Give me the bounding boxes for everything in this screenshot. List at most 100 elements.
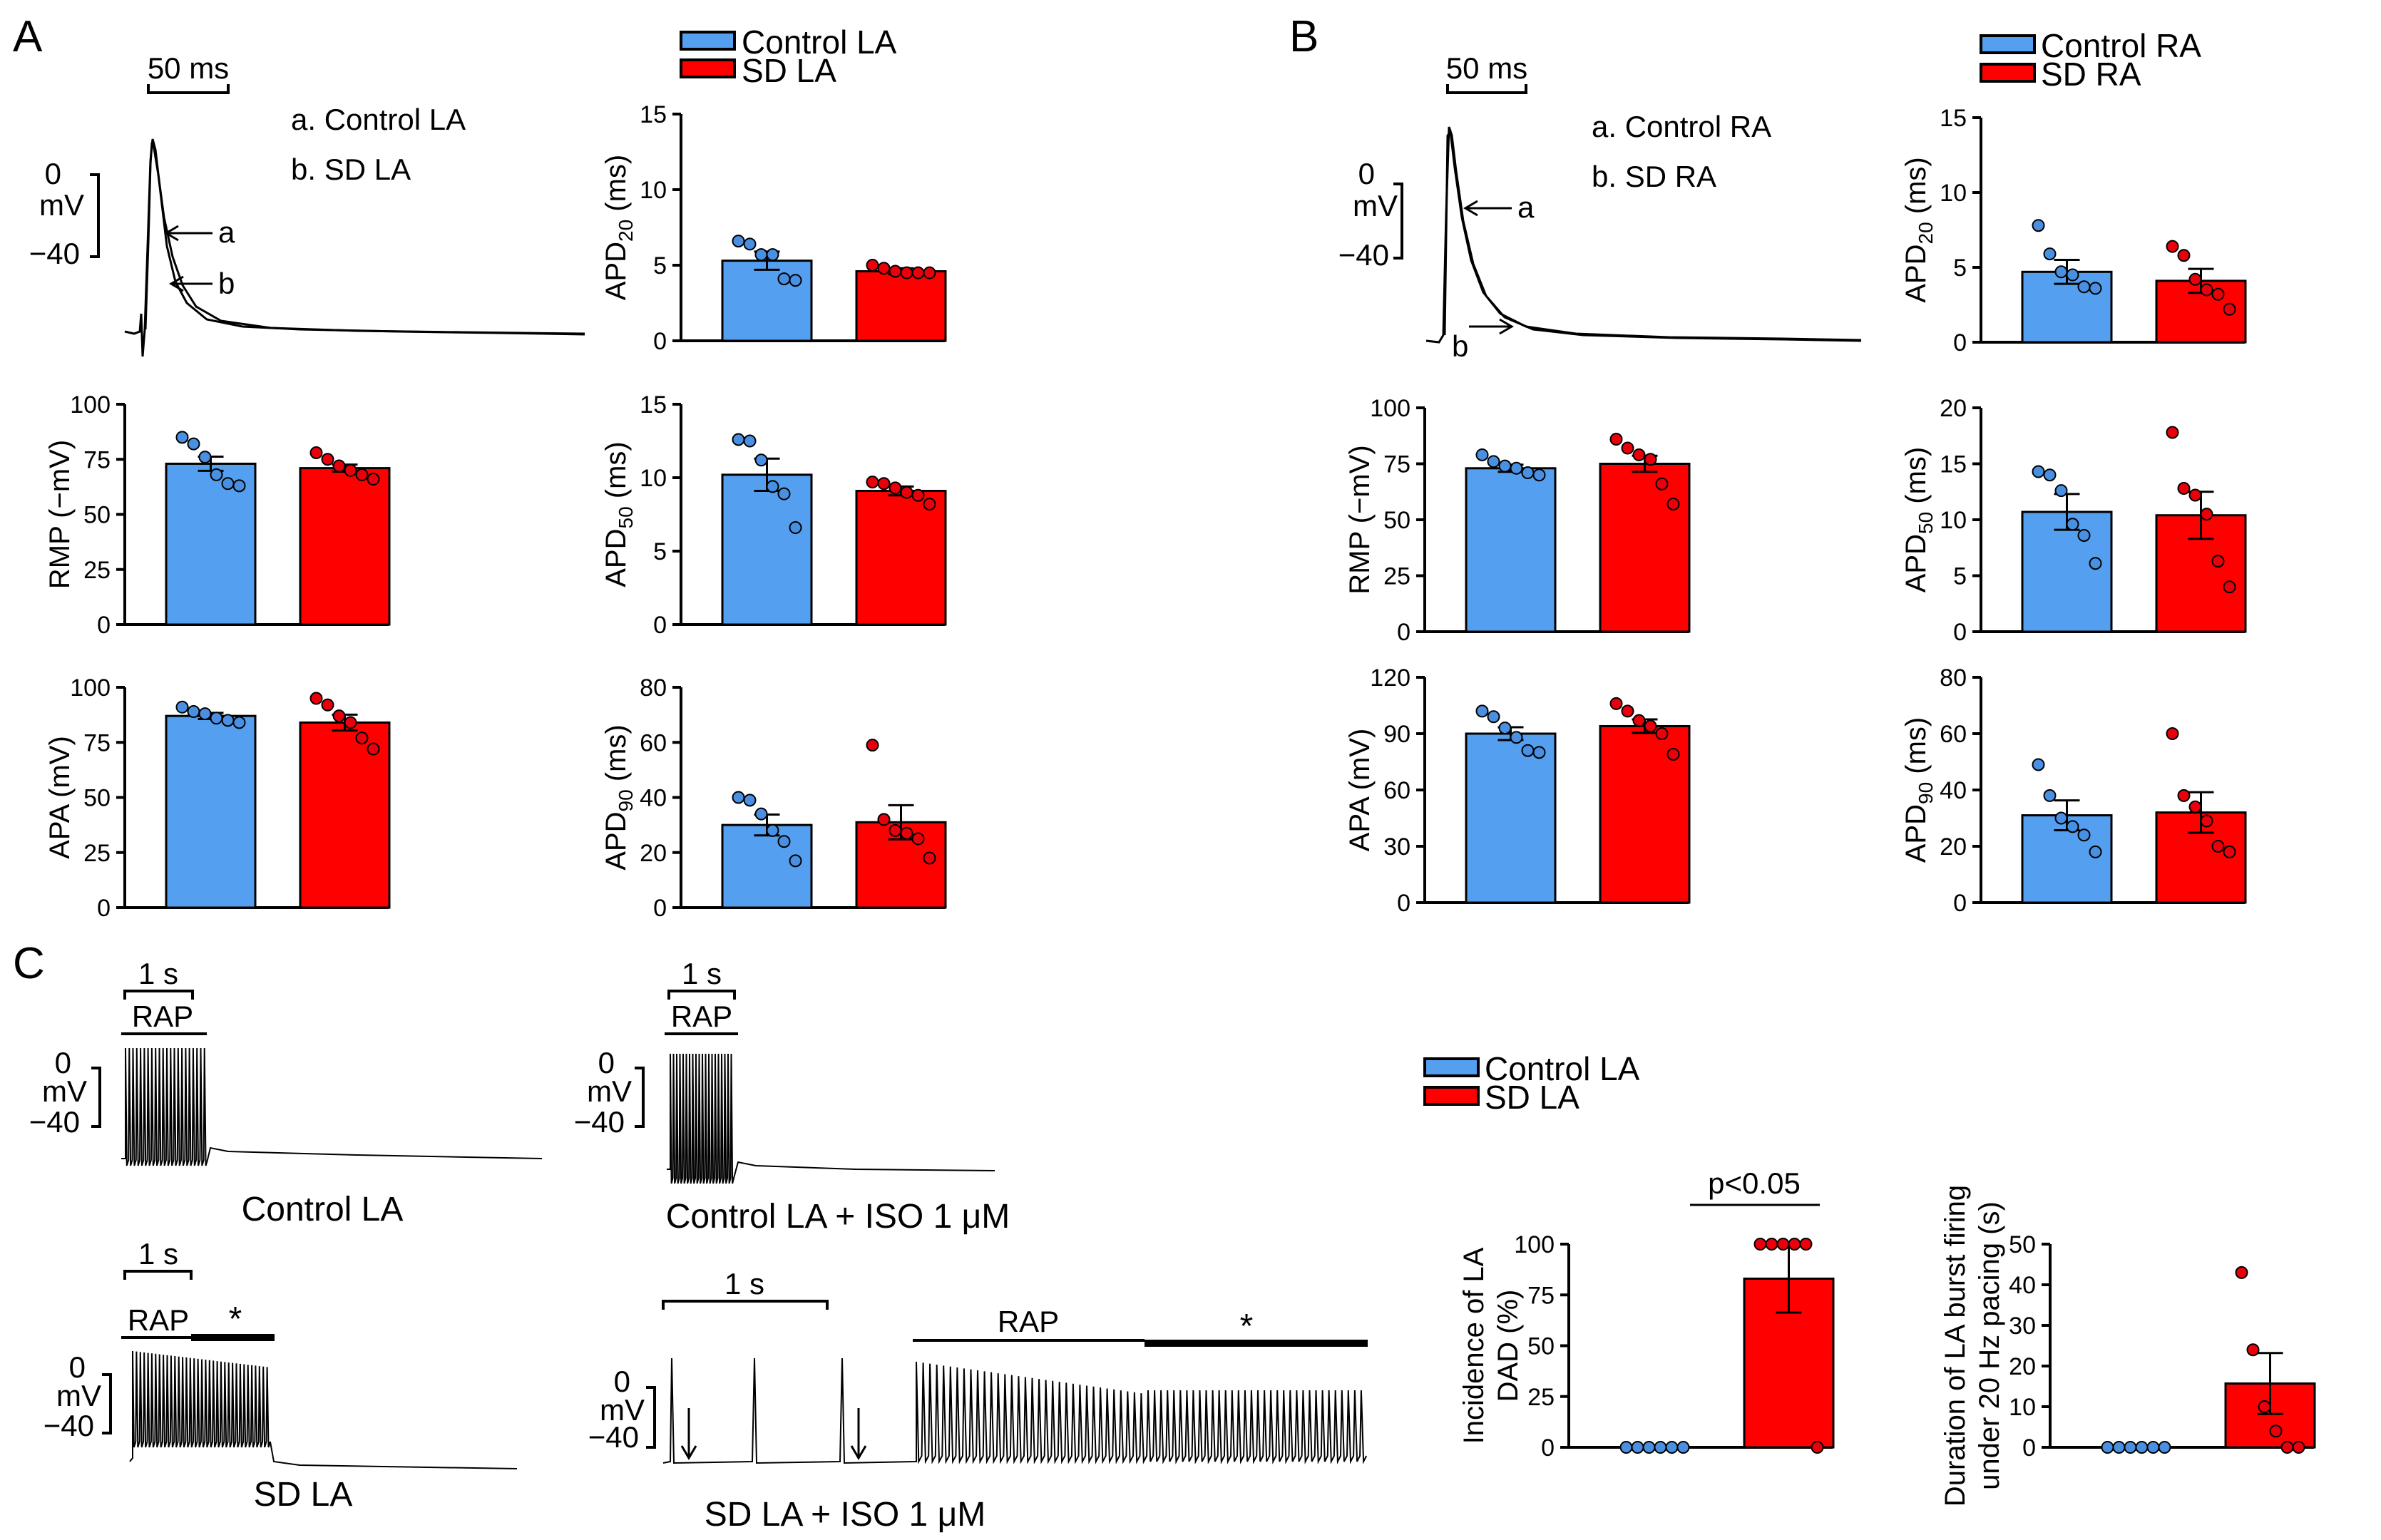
chart-A-apa: 0 25 50 75 100 APA (mV): [44, 674, 391, 922]
data-point: [2077, 280, 2091, 294]
data-point: [923, 266, 936, 279]
arrow-label-a: a: [218, 215, 235, 249]
panel-b-ap-trace: 50 ms a. Control RA b. SD RA 0 mV −40 a …: [1338, 51, 1862, 363]
data-point: [187, 437, 200, 451]
data-point: [889, 481, 902, 495]
data-point: [1666, 498, 1680, 511]
y-axis-label: under 20 Hz pacing (s): [1974, 1201, 2005, 1490]
voltage-bar: [635, 1067, 645, 1128]
data-point: [2200, 508, 2213, 521]
y-tick-label: 90: [1383, 721, 1410, 748]
data-point: [2066, 268, 2079, 282]
bar-control: [2021, 510, 2113, 633]
data-point: [1799, 1238, 1813, 1251]
y-tick-label: 100: [70, 674, 111, 702]
data-point: [344, 463, 357, 477]
voltage-bar: [102, 1373, 112, 1434]
data-point: [198, 707, 212, 721]
y-tick-label: 15: [1940, 451, 1967, 478]
trace-label-b-sd: b. SD RA: [1592, 160, 1716, 193]
y-tick-label: 0: [1397, 619, 1410, 646]
y-tick-label: 15: [640, 391, 667, 419]
burst-star: *: [1240, 1308, 1254, 1345]
data-point: [866, 476, 879, 489]
data-point: [309, 446, 323, 459]
data-point: [766, 248, 779, 262]
data-point: [877, 262, 891, 275]
data-point: [1631, 1441, 1644, 1454]
arrow-b-b: [1469, 318, 1514, 335]
y-tick-label: 25: [1383, 563, 1410, 590]
data-point: [2223, 580, 2236, 594]
data-point: [732, 791, 745, 804]
data-point: [1521, 466, 1535, 480]
y-tick-label: 30: [2009, 1313, 2036, 1340]
voltage-bar: [91, 1067, 101, 1128]
rap-label: RAP: [128, 1303, 189, 1337]
trace-axis-minus40: −40: [574, 1105, 625, 1139]
data-point: [866, 739, 879, 752]
data-point: [1632, 448, 1646, 461]
bar-control: [165, 714, 257, 909]
y-tick-label: 0: [2022, 1434, 2036, 1462]
data-point: [1475, 704, 1489, 718]
data-point: [332, 459, 346, 473]
data-point: [1619, 1441, 1633, 1454]
data-point: [1676, 1441, 1690, 1454]
y-axis-label: APD20 (ms): [1900, 157, 1937, 302]
y-tick-label: 10: [2009, 1394, 2036, 1421]
data-point: [2054, 811, 2068, 825]
y-tick-label: 10: [640, 465, 667, 492]
pacing-trace: [121, 1047, 543, 1166]
data-point: [1811, 1441, 1824, 1454]
data-point: [2177, 789, 2191, 802]
y-tick-label: 0: [1953, 329, 1967, 356]
data-point: [1498, 722, 1512, 735]
data-point: [754, 248, 768, 262]
pacing-trace: [662, 1357, 1368, 1464]
data-point: [2089, 557, 2102, 570]
voltage-bar-a: [90, 173, 100, 258]
y-tick-label: 20: [2009, 1353, 2036, 1380]
scale-bar-label: 1 s: [682, 957, 722, 990]
data-point: [175, 700, 189, 714]
y-tick-label: 25: [83, 557, 111, 584]
legend-swatch-control: [680, 31, 736, 51]
y-tick-label: 0: [1397, 890, 1410, 917]
pacing-trace: [667, 1053, 995, 1184]
data-point: [309, 692, 323, 705]
data-point: [2292, 1441, 2305, 1454]
bar-control: [1465, 732, 1557, 904]
data-point: [2258, 1400, 2271, 1413]
data-point: [1510, 461, 1523, 475]
arrow-b: [169, 275, 213, 292]
data-point: [1644, 453, 1657, 466]
data-point: [1788, 1238, 1801, 1251]
legend-label-sd: SD LA: [1485, 1079, 1579, 1116]
scale-bar-label: 1 s: [724, 1267, 764, 1300]
data-point: [344, 716, 357, 729]
y-tick-label: 15: [640, 101, 667, 128]
data-point: [1666, 747, 1680, 761]
data-point: [2054, 265, 2068, 279]
trace-label-b-control: a. Control RA: [1592, 110, 1771, 143]
burst-star: *: [229, 1300, 242, 1338]
data-point: [2166, 727, 2179, 740]
data-point: [1776, 1238, 1790, 1251]
dad-arrow: [850, 1408, 867, 1460]
data-point: [221, 477, 235, 491]
data-point: [1765, 1238, 1778, 1251]
y-tick-label: 25: [83, 840, 111, 867]
data-point: [2177, 249, 2191, 262]
chart-C-dad: 0 25 50 75 100 Incidence of LA DAD (%): [1458, 1231, 1835, 1462]
trace-c-sd: 1 s RAP * 0 mV −40 SD LA: [43, 1237, 518, 1514]
data-point: [367, 742, 380, 756]
data-point: [2135, 1441, 2149, 1454]
data-point: [2043, 247, 2057, 261]
legend-panel-c: Control LA SD LA: [1423, 1050, 1640, 1116]
trace-axis-a-mv: mV: [39, 188, 84, 222]
data-point: [232, 716, 246, 729]
chart-A-rmp: 0 25 50 75 100 RMP (−mV): [44, 391, 391, 639]
data-point: [766, 480, 779, 493]
